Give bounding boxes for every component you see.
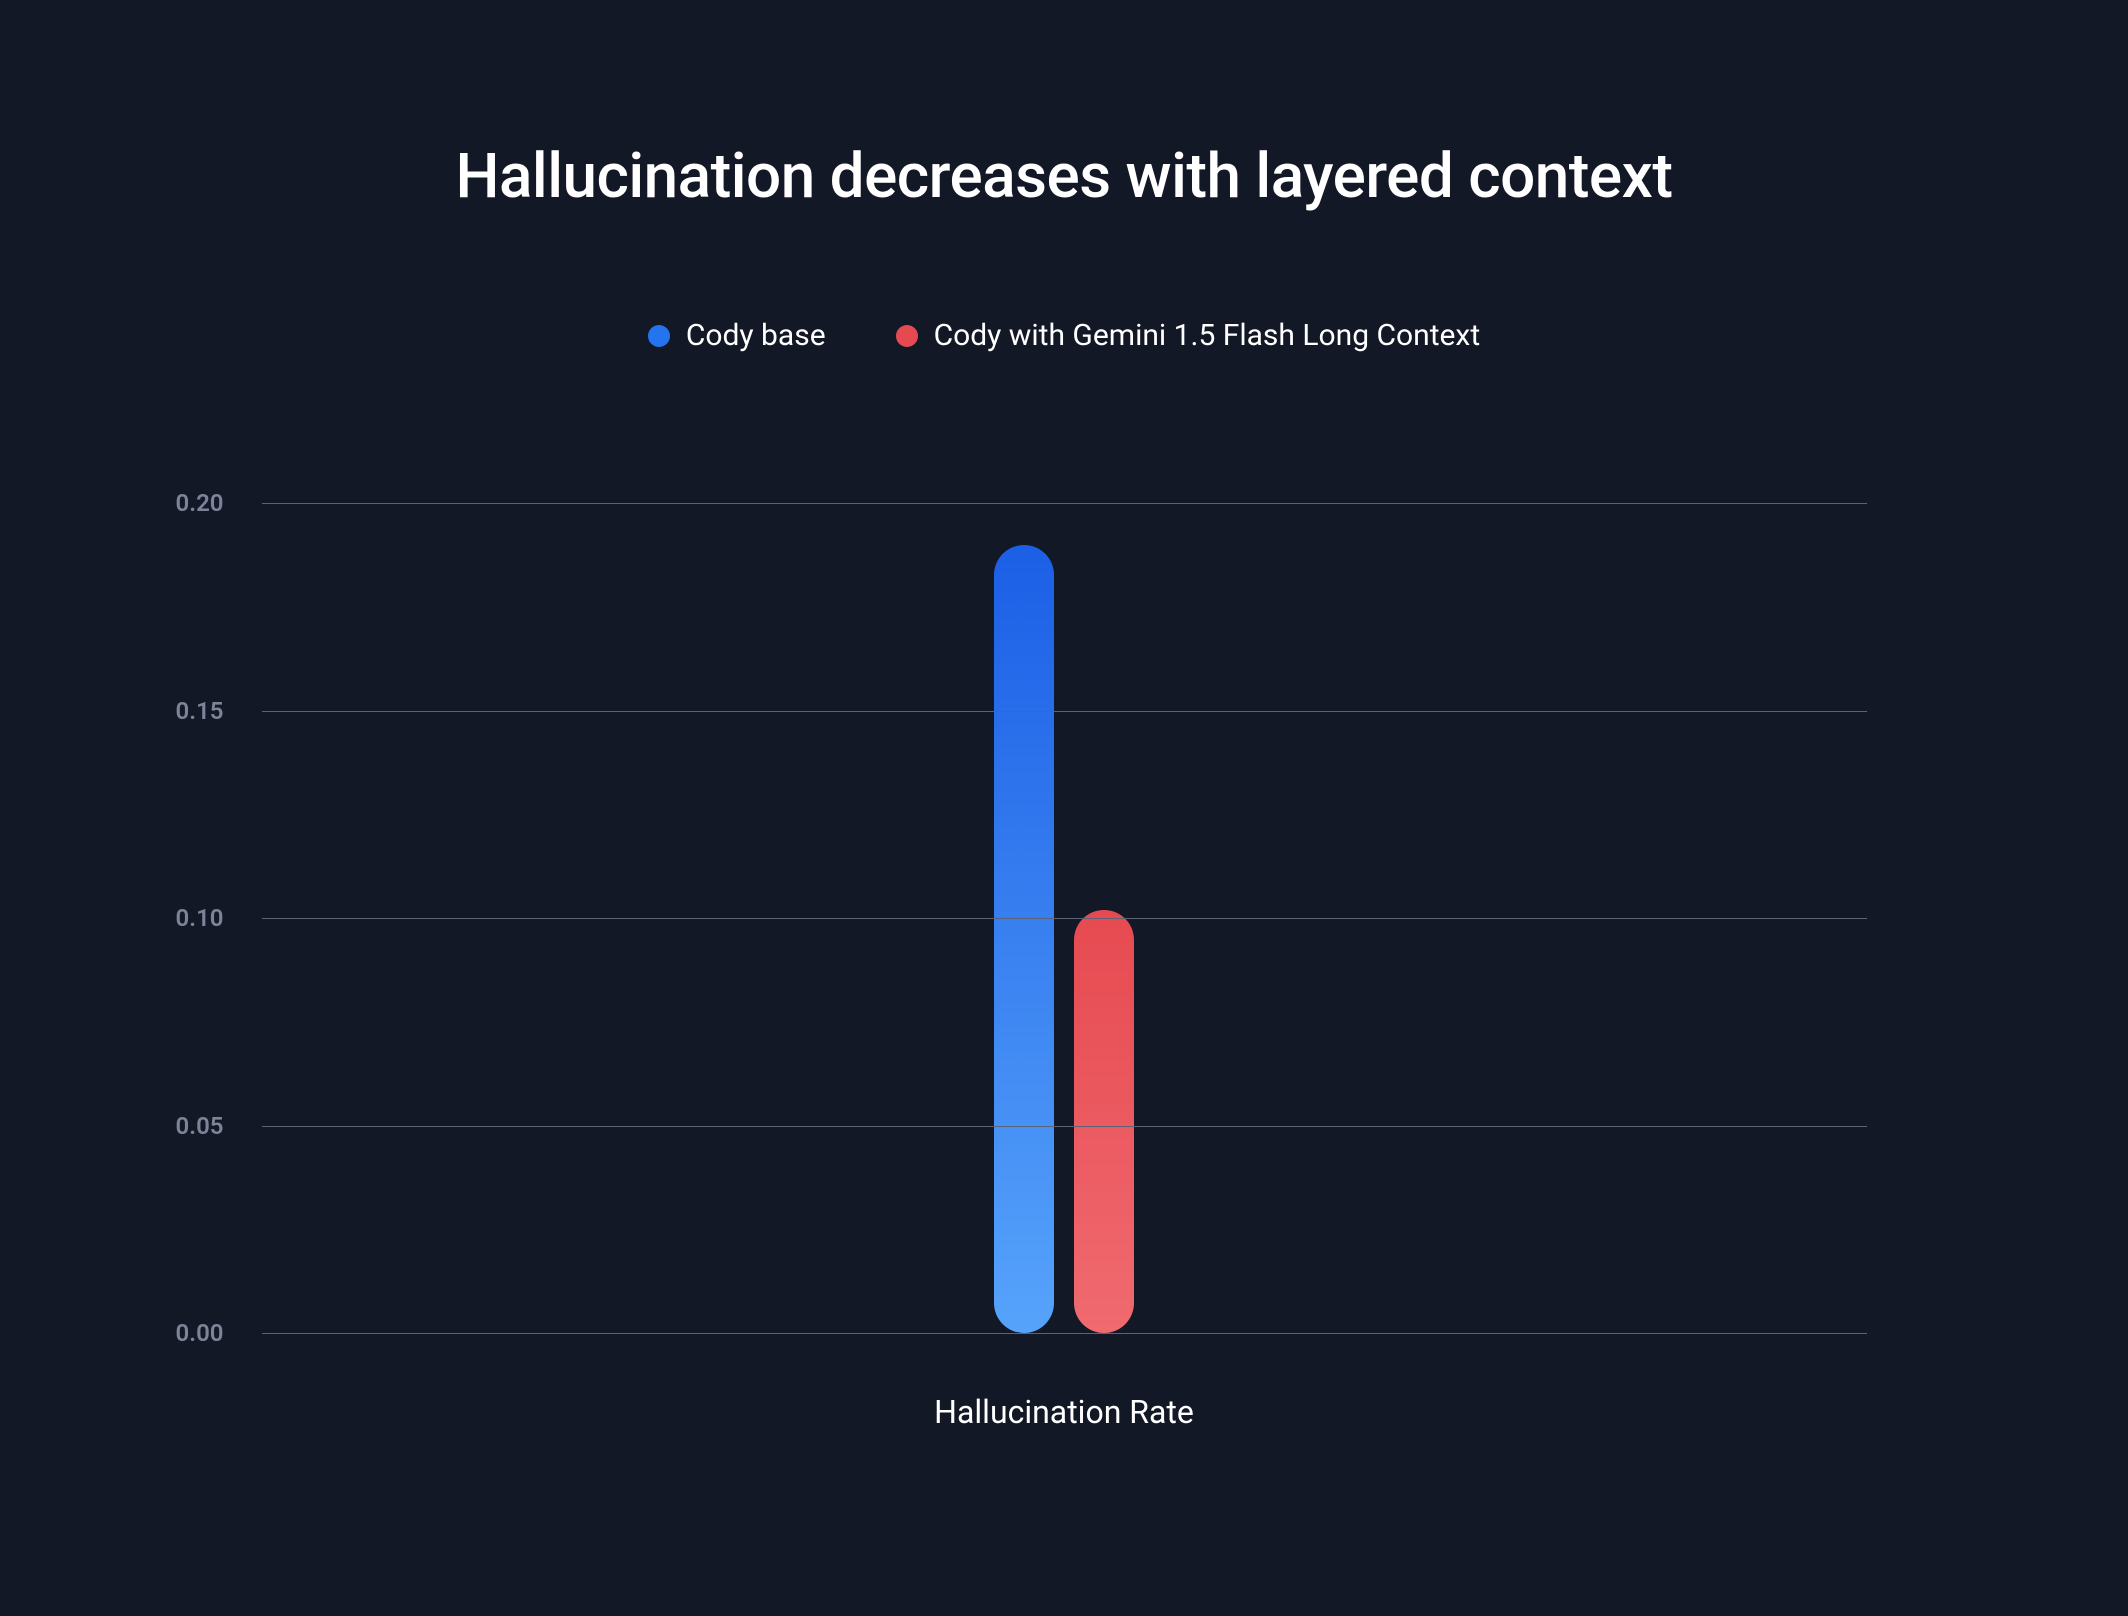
ytick-label: 0.00 bbox=[176, 1319, 224, 1347]
chart-plot-area: Hallucination Rate 0.000.050.100.150.20 bbox=[262, 503, 1867, 1333]
ytick-label: 0.05 bbox=[176, 1112, 224, 1140]
gridline bbox=[262, 918, 1867, 919]
gridline bbox=[262, 711, 1867, 712]
legend-label-0: Cody base bbox=[686, 318, 826, 353]
gridline bbox=[262, 503, 1867, 504]
legend-item-0: Cody base bbox=[648, 318, 826, 353]
chart-bars-group bbox=[994, 545, 1134, 1334]
chart-plot-wrapper: Hallucination Rate 0.000.050.100.150.20 bbox=[262, 503, 1867, 1333]
legend-label-1: Cody with Gemini 1.5 Flash Long Context bbox=[934, 318, 1481, 353]
legend-dot-1 bbox=[896, 325, 918, 347]
gridline bbox=[262, 1126, 1867, 1127]
legend-item-1: Cody with Gemini 1.5 Flash Long Context bbox=[896, 318, 1481, 353]
chart-container: Hallucination decreases with layered con… bbox=[0, 0, 2128, 1616]
gridline bbox=[262, 1333, 1867, 1334]
ytick-label: 0.20 bbox=[176, 489, 224, 517]
bar-cody-gemini bbox=[1074, 910, 1134, 1333]
ytick-label: 0.15 bbox=[176, 697, 224, 725]
ytick-label: 0.10 bbox=[176, 904, 224, 932]
bar-cody-base bbox=[994, 545, 1054, 1334]
chart-legend: Cody base Cody with Gemini 1.5 Flash Lon… bbox=[648, 318, 1480, 353]
x-axis-label: Hallucination Rate bbox=[934, 1393, 1194, 1431]
legend-dot-0 bbox=[648, 325, 670, 347]
chart-title: Hallucination decreases with layered con… bbox=[456, 140, 1673, 213]
